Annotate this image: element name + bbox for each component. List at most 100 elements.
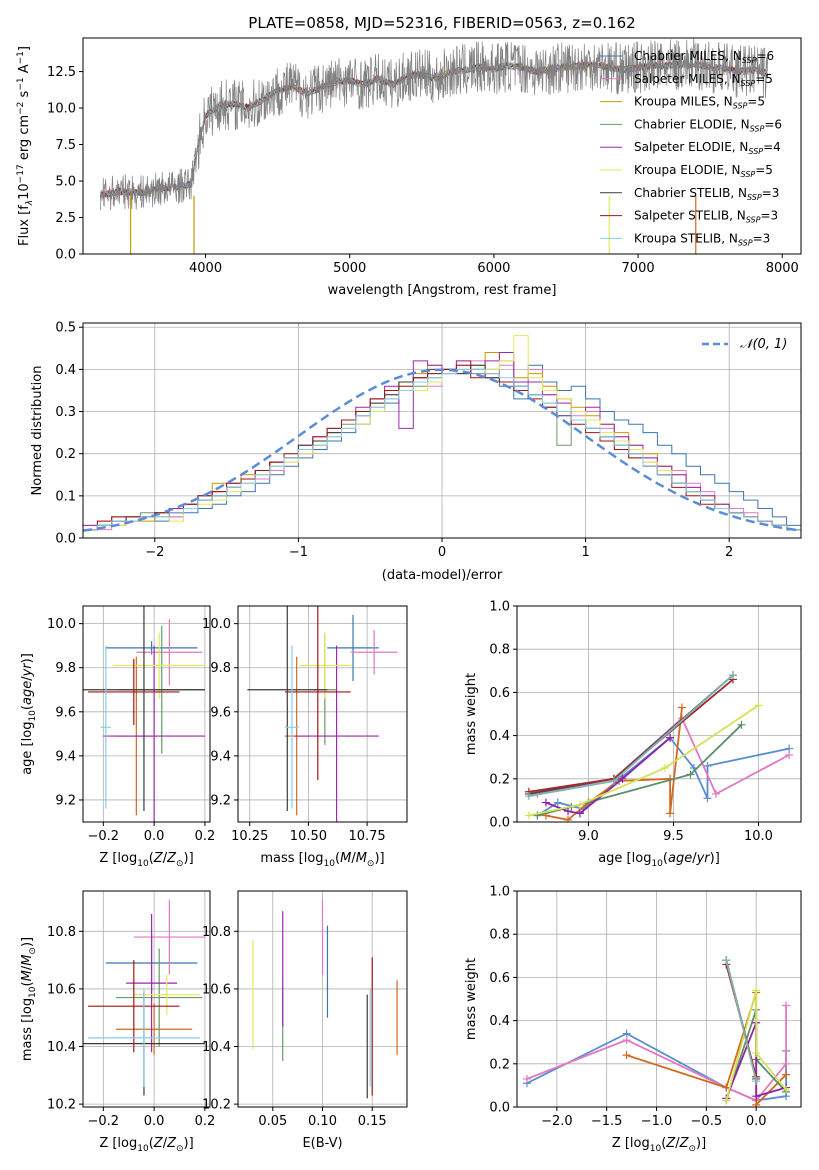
weight-line (545, 707, 683, 821)
point-marker (782, 1070, 791, 1079)
x-tick-label: 4000 (189, 261, 222, 276)
x-tick-label: −0.2 (88, 829, 120, 844)
x-tick-label: −1 (289, 545, 308, 560)
y-tick-label: 10.8 (202, 925, 231, 940)
point-marker (609, 776, 618, 785)
y-tick-label: 1.0 (489, 885, 510, 900)
x-tick-label: 0.2 (195, 1114, 216, 1129)
point-marker (782, 1001, 791, 1010)
y-tick-label: 9.2 (210, 793, 231, 808)
panel-age-vs-mass: 10.25 10.50 10.75 9.2 9.4 9.6 9.8 10.0 mass [log… (202, 605, 408, 869)
point-marker (564, 815, 573, 822)
axes-frame (82, 37, 802, 255)
y-tick-label: 9.6 (210, 705, 231, 720)
plot-area (83, 899, 205, 1096)
x-tick-label: 0.10 (308, 1114, 337, 1129)
y-tick-label: 0.4 (489, 1014, 510, 1029)
weight-line (528, 704, 760, 817)
plot-area (83, 335, 801, 532)
point-marker (660, 764, 669, 772)
point-marker (703, 761, 712, 770)
y-tick-label: 0.8 (489, 643, 510, 658)
x-axis-label: Z [log10(Z/Z⊙)] (612, 1136, 706, 1154)
y-tick-label: 1.0 (489, 600, 510, 615)
weight-line (536, 736, 790, 817)
x-tick-label: 6000 (477, 261, 510, 276)
legend-label: Chabrier MILES, NSSP=6 (634, 49, 774, 65)
point-marker (785, 751, 794, 760)
point-marker (622, 1036, 631, 1045)
y-tick-label: 10.4 (47, 1040, 76, 1055)
point-marker (686, 770, 695, 779)
plot-area (524, 671, 794, 822)
histogram-series (83, 368, 801, 531)
y-tick-label: 10.2 (202, 1098, 231, 1113)
plot-area (83, 606, 205, 822)
plot-area (522, 956, 791, 1107)
y-axis-label: Normed distribution (30, 366, 45, 496)
figure-title: PLATE=0858, MJD=52316, FIBERID=0563, z=0… (248, 14, 635, 32)
point-marker (752, 1100, 761, 1107)
point-marker (722, 956, 731, 965)
panel-mass-vs-z: −0.2 0.0 0.2 10.2 10.4 10.6 10.8 Z [log10(Z/Z⊙)… (20, 890, 216, 1154)
panel-weight-vs-z: −2.0 −1.5 −1.0 −0.5 0.0 0.0 0.2 0.4 0.6 0.8 1.0 mas… (464, 885, 802, 1154)
y-tick-label: 9.8 (210, 661, 231, 676)
y-tick-label: 0.1 (55, 489, 76, 504)
panel-residuals: −2 −1 0 1 2 0.0 0.1 0.2 0.3 0.4 0.5 (data-model)/er… (30, 321, 802, 583)
panel-weight-vs-age: 9.0 9.5 10.0 0.0 0.2 0.4 0.6 0.8 1.0 mass weight a… (464, 600, 802, 869)
weight-line (528, 674, 734, 795)
axes-frame (82, 605, 211, 823)
y-tick-label: 0.3 (55, 405, 76, 420)
y-tick-label: 0.0 (55, 532, 76, 547)
point-marker (677, 703, 686, 712)
point-marker (782, 1059, 791, 1068)
x-tick-label: 7000 (622, 261, 655, 276)
x-tick-label: 0 (438, 545, 446, 560)
point-marker (564, 807, 573, 816)
y-tick-label: 2.5 (55, 211, 76, 226)
point-marker (722, 1096, 731, 1105)
y-tick-label: 10.4 (202, 1040, 231, 1055)
y-tick-label: 12.5 (47, 65, 76, 80)
y-axis-label: age [log10(age/yr)] (20, 653, 38, 775)
y-axis-label: mass weight (464, 673, 479, 755)
x-tick-label: −1.0 (641, 1114, 673, 1129)
y-tick-label: 0.6 (489, 686, 510, 701)
y-tick-label: 0.0 (489, 1101, 510, 1116)
legend-label: Chabrier STELIB, NSSP=3 (634, 186, 779, 202)
x-axis-label: Z [log10(Z/Z⊙)] (99, 851, 193, 869)
weight-line (725, 990, 787, 1101)
plot-area (99, 38, 769, 254)
y-tick-label: 10.6 (47, 982, 76, 997)
legend-label: Chabrier ELODIE, NSSP=6 (634, 117, 782, 133)
point-marker (752, 1092, 761, 1101)
x-axis-label: age [log10(age/yr)] (598, 851, 720, 869)
point-marker (666, 733, 675, 742)
x-tick-label: 9.0 (578, 829, 599, 844)
legend-label: Salpeter MILES, NSSP=5 (634, 72, 773, 88)
axes-frame (82, 890, 211, 1108)
y-tick-label: 0.0 (55, 248, 76, 263)
legend-label: Kroupa ELODIE, NSSP=5 (634, 163, 773, 179)
plot-area (247, 606, 398, 822)
point-marker (618, 774, 627, 783)
weight-line (725, 1022, 787, 1099)
y-tick-label: 0.2 (55, 447, 76, 462)
x-tick-label: −2 (145, 545, 164, 560)
y-tick-label: 0.4 (489, 729, 510, 744)
x-axis-label: wavelength [Angstrom, rest frame] (328, 283, 557, 298)
y-tick-label: 10.0 (47, 102, 76, 117)
x-tick-label: 10.0 (744, 829, 773, 844)
x-tick-label: 10.50 (290, 829, 327, 844)
normal-curve (83, 368, 801, 532)
axes-frame (516, 605, 802, 823)
y-tick-label: 0.0 (489, 816, 510, 831)
legend-label: Kroupa MILES, NSSP=5 (634, 95, 765, 111)
panel-age-vs-z: −0.2 0.0 0.2 9.2 9.4 9.6 9.8 10.0 Z [log10(Z/Z⊙)… (20, 605, 215, 869)
y-tick-label: 0.4 (55, 363, 76, 378)
x-tick-label: 0.15 (358, 1114, 387, 1129)
point-marker (622, 1051, 631, 1060)
point-marker (666, 809, 675, 818)
x-axis-label: Z [log10(Z/Z⊙)] (99, 1136, 193, 1154)
